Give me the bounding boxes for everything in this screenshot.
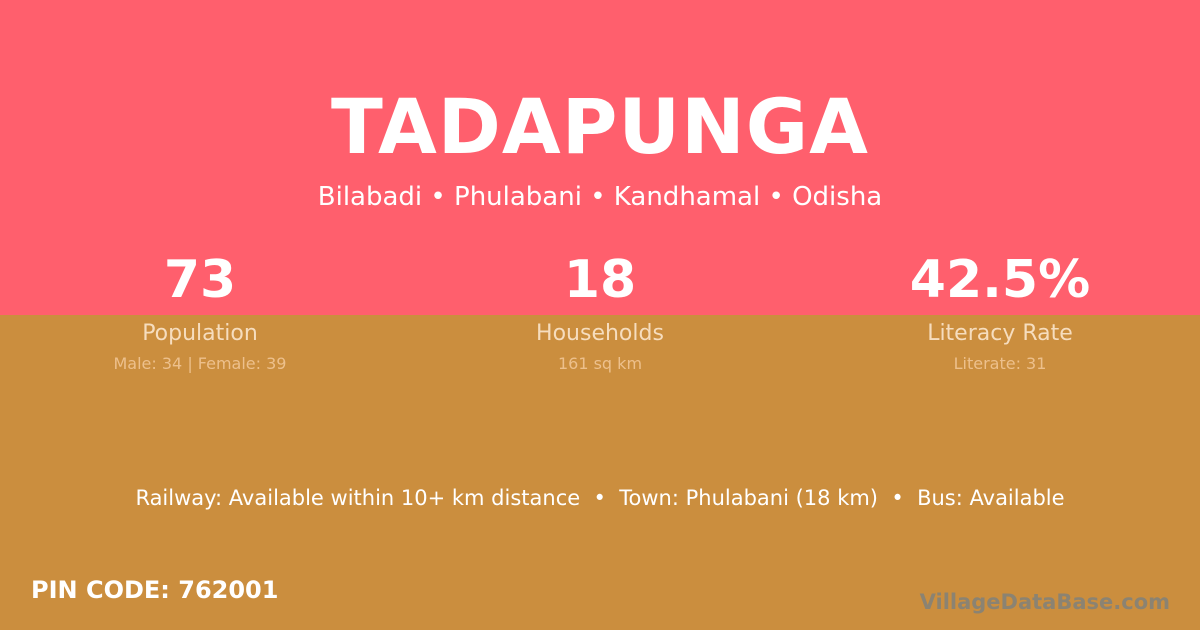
location-breadcrumb: Bilabadi • Phulabani • Kandhamal • Odish… <box>317 182 883 212</box>
stat-households: 18 Households 161 sq km <box>400 248 800 373</box>
stat-detail: 161 sq km <box>557 354 643 373</box>
stat-literacy: 42.5% Literacy Rate Literate: 31 <box>800 248 1200 373</box>
stat-value: 42.5% <box>909 250 1091 310</box>
stat-label: Literacy Rate <box>927 321 1073 346</box>
stat-value: 18 <box>563 250 637 310</box>
stat-label: Households <box>536 321 664 346</box>
stat-detail: Literate: 31 <box>953 354 1047 373</box>
stat-value: 73 <box>163 250 237 310</box>
stat-detail: Male: 34 | Female: 39 <box>113 354 287 373</box>
header-band <box>0 0 1200 315</box>
connectivity-info: Railway: Available within 10+ km distanc… <box>135 486 1065 510</box>
stat-population: 73 Population Male: 34 | Female: 39 <box>0 248 400 373</box>
watermark-logo: VillageDataBase.com <box>919 590 1170 614</box>
pin-code: PIN CODE: 762001 <box>31 576 279 604</box>
stat-label: Population <box>142 321 258 346</box>
village-name: TADAPUNGA <box>331 82 869 171</box>
